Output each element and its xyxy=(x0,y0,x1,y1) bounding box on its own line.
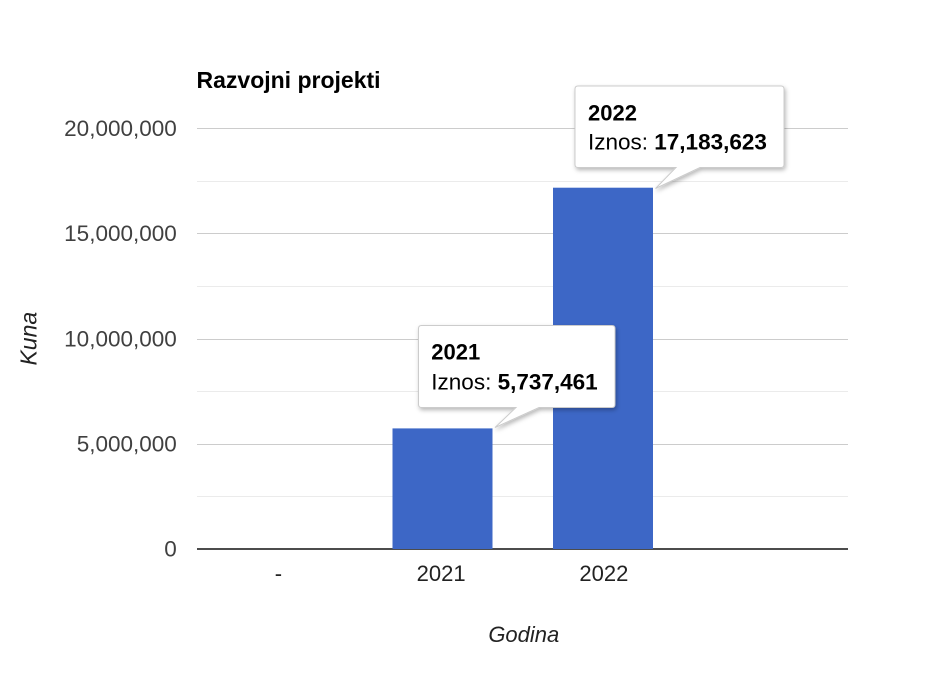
svg-text:2021: 2021 xyxy=(431,340,480,365)
svg-text:20,000,000: 20,000,000 xyxy=(64,116,177,141)
svg-text:15,000,000: 15,000,000 xyxy=(64,221,177,246)
svg-text:Iznos: 5,737,461: Iznos: 5,737,461 xyxy=(431,369,597,394)
svg-text:Godina: Godina xyxy=(488,622,559,647)
svg-text:-: - xyxy=(275,561,282,586)
svg-text:2022: 2022 xyxy=(579,561,628,586)
svg-text:Iznos: 17,183,623: Iznos: 17,183,623 xyxy=(588,130,767,155)
svg-text:Razvojni projekti: Razvojni projekti xyxy=(197,67,381,93)
svg-text:0: 0 xyxy=(164,537,177,562)
svg-text:2021: 2021 xyxy=(417,561,466,586)
svg-text:5,000,000: 5,000,000 xyxy=(77,431,177,456)
svg-text:10,000,000: 10,000,000 xyxy=(64,326,177,351)
svg-text:Kuna: Kuna xyxy=(16,312,42,366)
svg-text:2022: 2022 xyxy=(588,101,637,126)
